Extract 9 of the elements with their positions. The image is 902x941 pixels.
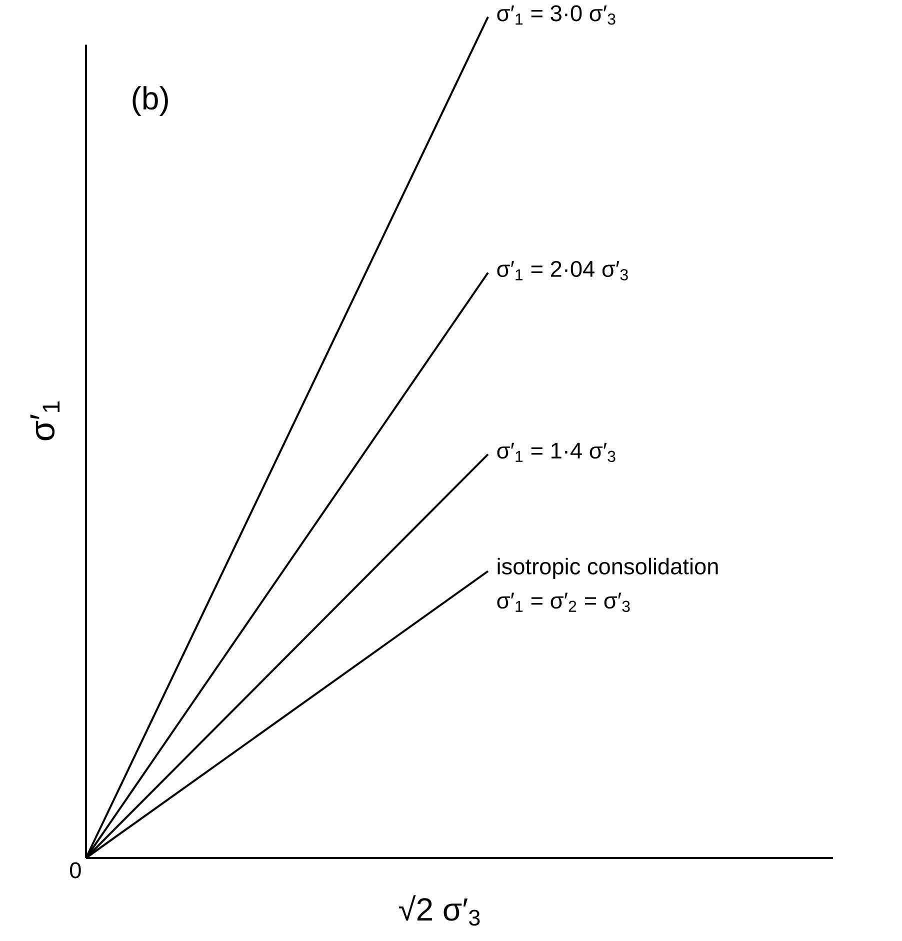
annotation: (b) xyxy=(132,86,168,116)
series-label: σ′$_{1}$ = 2·04 σ′$_{3}$ xyxy=(497,260,628,280)
series-label: isotropic consolidation xyxy=(498,558,718,579)
text: 0 xyxy=(70,862,81,878)
x-axis-title: √2 σ′$_{3}$ xyxy=(398,895,480,926)
y-axis-title: σ′$_{1}$ xyxy=(30,402,60,440)
series-label: σ′$_{1}$ = 1·4 σ′$_{3}$ xyxy=(497,442,616,462)
annotation: σ′$_{1}$ = σ′$_{2}$ = σ′$_{3}$ xyxy=(497,592,630,612)
series-label: σ′$_{1}$ = 3·0 σ′$_{3}$ xyxy=(497,5,616,25)
